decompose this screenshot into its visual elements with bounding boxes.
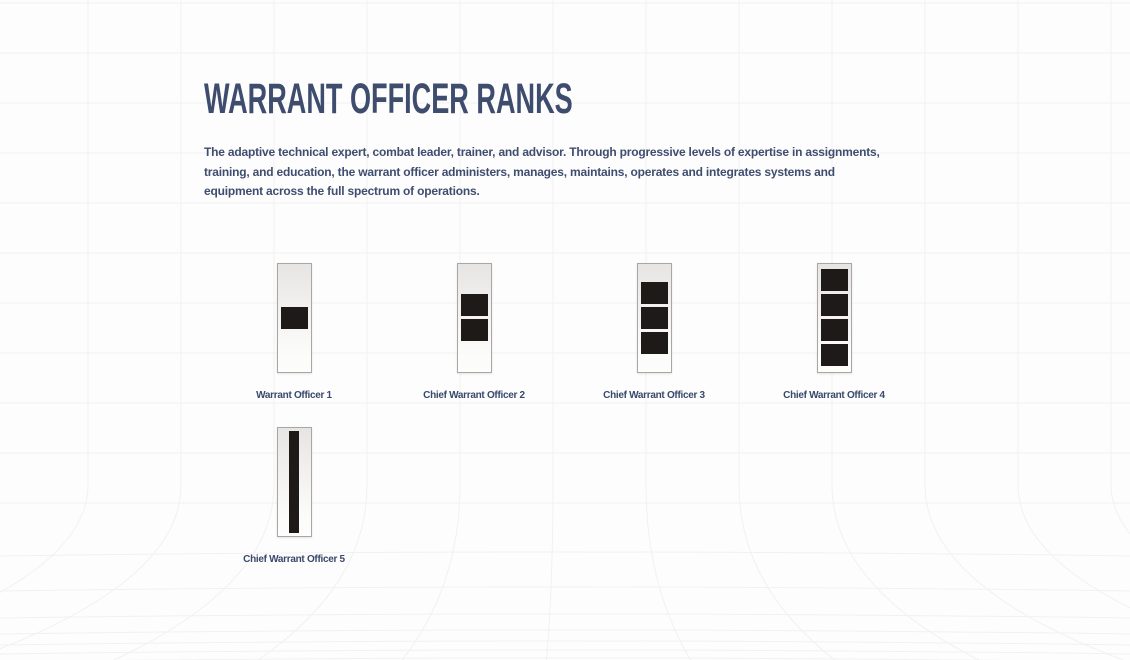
rank-item-chief-warrant-officer-3: Chief Warrant Officer 3 (564, 262, 744, 402)
page-title: WARRANT OFFICER RANKS (204, 75, 573, 123)
description-line: training, and education, the warrant off… (204, 164, 835, 179)
rank-label: Chief Warrant Officer 4 (783, 389, 885, 401)
rank-label: Chief Warrant Officer 2 (423, 389, 525, 401)
chief-warrant-officer-3-insignia-icon (636, 262, 672, 373)
insignia-stripe (289, 430, 299, 533)
rank-item-chief-warrant-officer-5: Chief Warrant Officer 5 (204, 426, 384, 566)
description-line: The adaptive technical expert, combat le… (204, 145, 880, 159)
rank-label: Warrant Officer 1 (256, 389, 332, 401)
chief-warrant-officer-5-insignia-icon (276, 426, 312, 537)
rank-item-chief-warrant-officer-2: Chief Warrant Officer 2 (384, 262, 564, 402)
insignia-square (460, 319, 488, 341)
description-line: equipment across the full spectrum of op… (204, 184, 480, 198)
rank-item-chief-warrant-officer-4: Chief Warrant Officer 4 (744, 262, 924, 402)
insignia-square (640, 281, 668, 304)
insignia-square (640, 306, 668, 329)
ranks-grid: Warrant Officer 1 Chief Warrant Officer … (204, 262, 1130, 566)
insignia-square (820, 269, 848, 291)
warrant-officer-1-insignia-icon (276, 262, 312, 373)
insignia-square (640, 331, 668, 354)
chief-warrant-officer-4-insignia-icon (816, 262, 852, 373)
page-description: The adaptive technical expert, combat le… (204, 143, 1130, 202)
rank-label: Chief Warrant Officer 3 (603, 389, 705, 401)
rank-item-warrant-officer-1: Warrant Officer 1 (204, 262, 384, 402)
chief-warrant-officer-2-insignia-icon (456, 262, 492, 373)
insignia-square (820, 344, 848, 366)
insignia-square (280, 306, 308, 329)
rank-label: Chief Warrant Officer 5 (243, 553, 345, 565)
insignia-square (460, 294, 488, 316)
insignia-square (820, 294, 848, 316)
warrant-officer-ranks-section: WARRANT OFFICER RANKS The adaptive techn… (204, 75, 1130, 566)
insignia-square (820, 319, 848, 341)
